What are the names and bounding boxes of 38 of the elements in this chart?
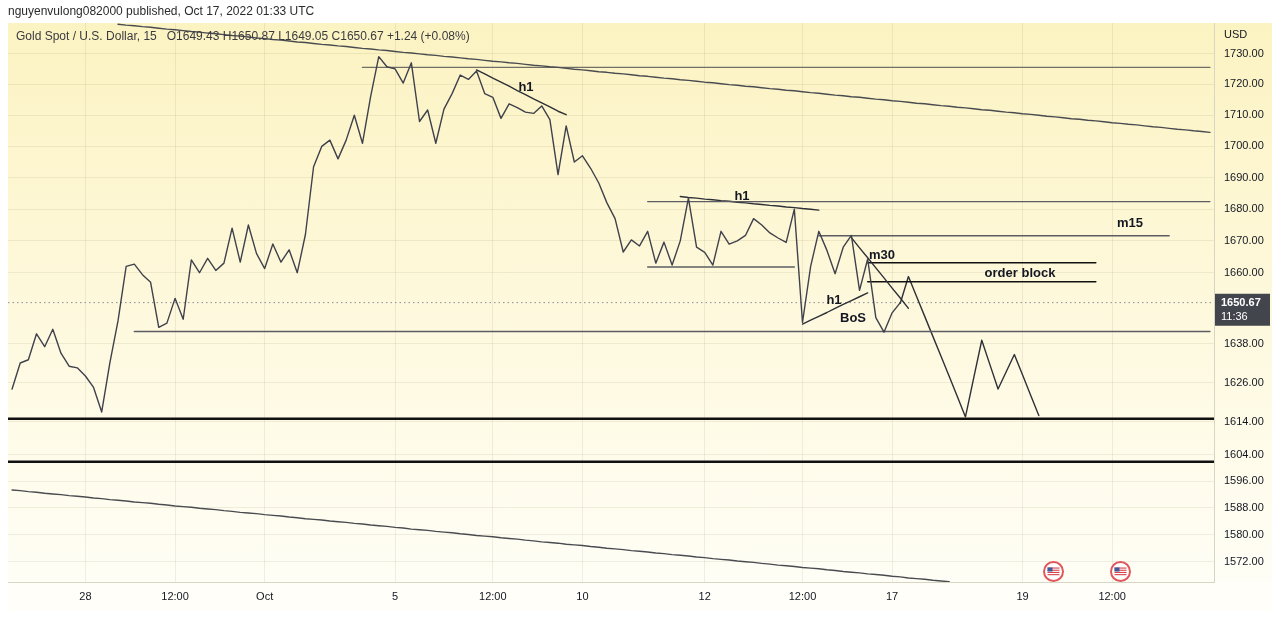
y-tick-label: 1690.00 (1224, 170, 1264, 183)
x-tick-label: 12 (698, 589, 711, 602)
x-tick-label: 28 (79, 589, 92, 602)
text: nguyenvulong082000 published, Oct 17, 2022 01:33 UTC (8, 4, 315, 19)
x-tick-label: 12:00 (479, 589, 507, 602)
y-tick-label: 1700.00 (1224, 139, 1264, 152)
x-tick-label: 12:00 (788, 589, 817, 602)
annotation: h1 (734, 187, 750, 203)
y-tick-label: 1580.00 (1224, 527, 1264, 540)
x-tick-label: 5 (392, 589, 399, 602)
y-tick-label: 1720.00 (1224, 77, 1264, 90)
x-tick-label: 19 (1016, 589, 1029, 602)
y-tick-label: 1680.00 (1224, 202, 1264, 215)
y-tick-label: 1670.00 (1224, 233, 1264, 246)
x-tick-label: 12:00 (1098, 589, 1126, 602)
annotation: order block (984, 264, 1057, 280)
x-tick-label: 17 (886, 589, 899, 602)
x-tick-label: 12:00 (161, 589, 189, 602)
y-tick-label: 1588.00 (1224, 501, 1264, 514)
y-tick-label: 1572.00 (1224, 554, 1264, 567)
x-tick-label: Oct (256, 589, 274, 602)
y-tick-label: 1710.00 (1224, 108, 1264, 121)
text: Gold Spot / U.S. Dollar, 15 (16, 29, 158, 44)
annotation: BoS (840, 309, 867, 325)
y-tick-label: 1604.00 (1224, 447, 1264, 460)
y-tick-label: 1660.00 (1224, 265, 1264, 278)
annotation: m15 (1116, 214, 1144, 230)
y-tick-label: 1614.00 (1224, 414, 1264, 427)
annotation: h1 (518, 78, 534, 94)
y-tick-label: 1730.00 (1224, 46, 1264, 59)
y-tick-label: 1596.00 (1224, 474, 1264, 487)
y-axis-title: USD (1224, 28, 1248, 41)
annotation: h1 (826, 291, 842, 307)
annotation: m30 (868, 246, 896, 262)
x-tick-label: 10 (576, 589, 589, 602)
y-tick-label: 1626.00 (1224, 375, 1264, 388)
ref-line-label: 1650.67 11:36 (1221, 295, 1261, 322)
y-tick-label: 1638.00 (1224, 336, 1264, 349)
